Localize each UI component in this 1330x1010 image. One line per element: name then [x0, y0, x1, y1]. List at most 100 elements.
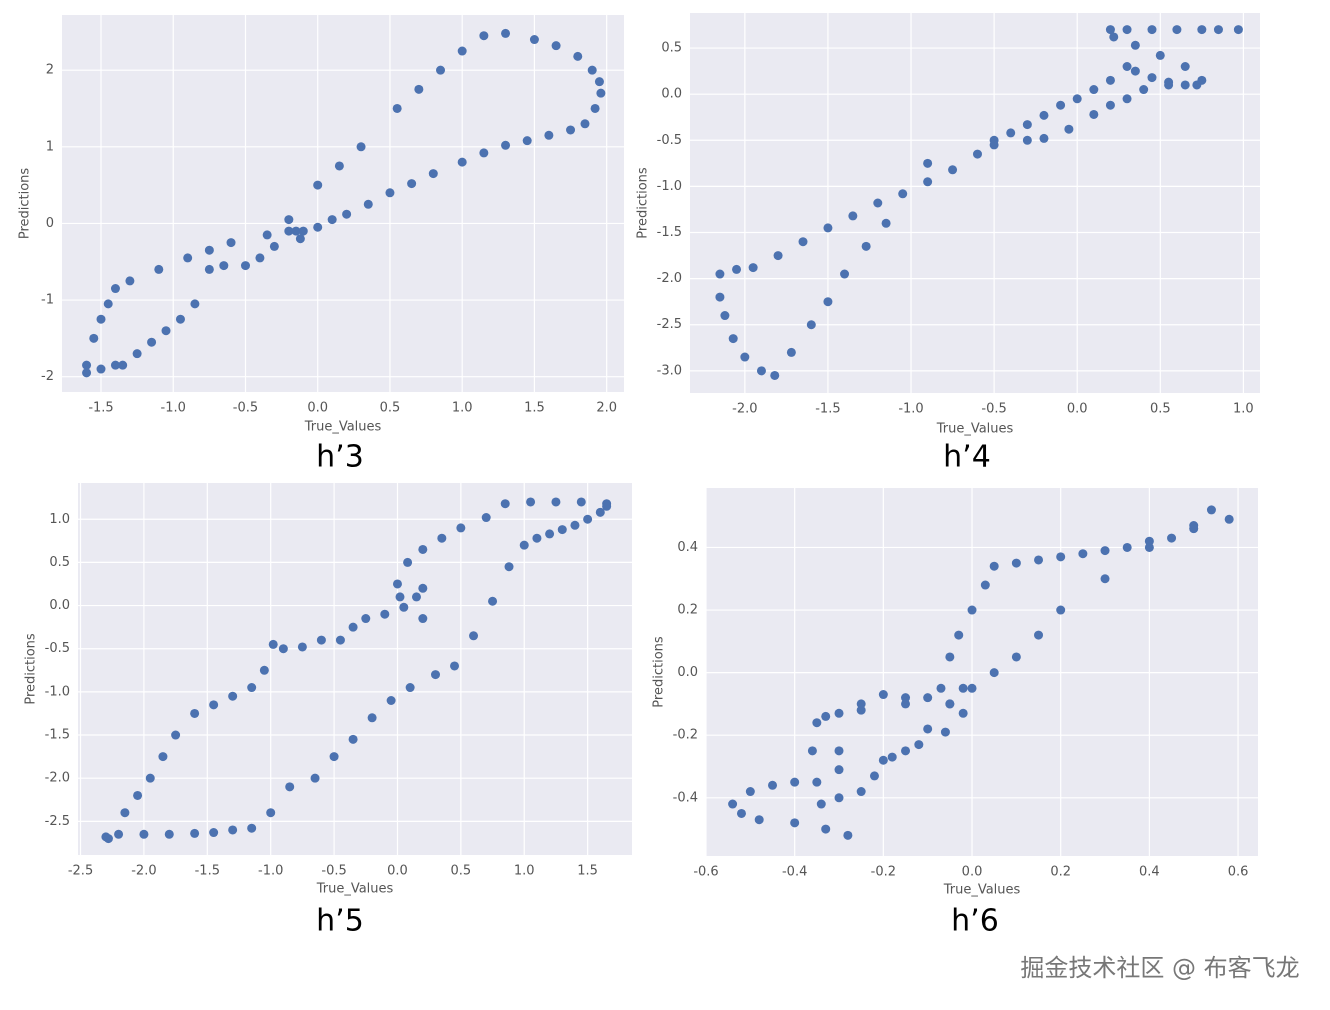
- x-tick-label: -2.0: [732, 402, 757, 417]
- point: [545, 529, 555, 539]
- point: [720, 311, 730, 321]
- point: [807, 746, 817, 756]
- point: [736, 808, 746, 818]
- y-tick-label: -0.4: [673, 790, 698, 805]
- point: [728, 334, 738, 344]
- point: [1064, 124, 1074, 134]
- point: [175, 314, 185, 324]
- point: [240, 261, 250, 271]
- point: [348, 622, 358, 632]
- chart-caption: h’6: [951, 904, 999, 939]
- point: [103, 834, 113, 844]
- point: [103, 299, 113, 309]
- point: [816, 799, 826, 809]
- x-tick-label: -1.0: [898, 402, 923, 417]
- y-tick-label: 0.0: [677, 665, 698, 680]
- point: [334, 161, 344, 171]
- point: [469, 631, 479, 641]
- point: [715, 269, 725, 279]
- point: [313, 180, 323, 190]
- point: [488, 596, 498, 606]
- point: [342, 209, 352, 219]
- point: [335, 635, 345, 645]
- y-tick-label: 0.2: [677, 603, 698, 618]
- chart-panel: -0.6 -0.4 -0.2 0.0 0.2 0.4 0.6 -0.4 -0.2 0.0 0.2 0.…: [652, 488, 1258, 939]
- y-tick-label: -1: [41, 293, 54, 308]
- point: [790, 777, 800, 787]
- point: [1172, 25, 1182, 35]
- x-tick-label: 0.4: [1139, 865, 1160, 880]
- point: [770, 370, 780, 380]
- point: [1189, 524, 1199, 534]
- point: [399, 602, 409, 612]
- point: [1197, 75, 1207, 85]
- point: [204, 245, 214, 255]
- point: [823, 223, 833, 233]
- point: [1164, 80, 1174, 90]
- point: [228, 691, 238, 701]
- point: [114, 829, 124, 839]
- x-tick-label: 0.6: [1228, 865, 1249, 880]
- point: [247, 823, 257, 833]
- y-tick-label: -2.5: [45, 814, 70, 829]
- point: [914, 740, 924, 750]
- point: [748, 263, 758, 273]
- plot-background: [706, 488, 1258, 856]
- point: [1006, 128, 1016, 138]
- point: [431, 670, 441, 680]
- x-tick-label: 0.5: [1150, 402, 1171, 417]
- point: [1078, 549, 1088, 559]
- point: [936, 683, 946, 693]
- point: [756, 366, 766, 376]
- point: [407, 179, 417, 189]
- point: [380, 609, 390, 619]
- point: [806, 320, 816, 330]
- point: [873, 198, 883, 208]
- point: [164, 829, 174, 839]
- point: [602, 499, 612, 509]
- chart-caption: h’3: [316, 440, 364, 475]
- y-tick-label: -2.0: [657, 271, 682, 286]
- point: [414, 84, 424, 94]
- point: [361, 614, 371, 624]
- point: [284, 215, 294, 225]
- point: [183, 253, 193, 263]
- point: [1224, 514, 1234, 524]
- point: [519, 540, 529, 550]
- point: [1233, 25, 1243, 35]
- x-tick-label: -1.0: [161, 401, 186, 416]
- point: [291, 226, 301, 236]
- point: [209, 700, 219, 710]
- point: [1109, 32, 1119, 42]
- point: [573, 51, 583, 61]
- point: [268, 639, 278, 649]
- y-tick-label: 0.5: [49, 555, 70, 570]
- point: [297, 642, 307, 652]
- point: [594, 77, 604, 87]
- point: [1147, 25, 1157, 35]
- point: [204, 264, 214, 274]
- point: [161, 326, 171, 336]
- y-tick-label: 0: [46, 216, 54, 231]
- y-tick-label: -1.0: [657, 179, 682, 194]
- point: [259, 665, 269, 675]
- point: [790, 818, 800, 828]
- point: [356, 142, 366, 152]
- point: [989, 668, 999, 678]
- y-tick-label: 2: [46, 63, 54, 78]
- point: [715, 292, 725, 302]
- point: [310, 773, 320, 783]
- y-axis-label: Predictions: [24, 633, 39, 705]
- point: [418, 583, 428, 593]
- point: [861, 241, 871, 251]
- point: [940, 727, 950, 737]
- point: [1130, 66, 1140, 76]
- point: [967, 683, 977, 693]
- point: [840, 269, 850, 279]
- y-tick-label: 0.4: [677, 540, 698, 555]
- point: [228, 825, 238, 835]
- point: [247, 683, 257, 693]
- point: [948, 165, 958, 175]
- x-tick-label: 1.5: [524, 401, 545, 416]
- point: [392, 103, 402, 113]
